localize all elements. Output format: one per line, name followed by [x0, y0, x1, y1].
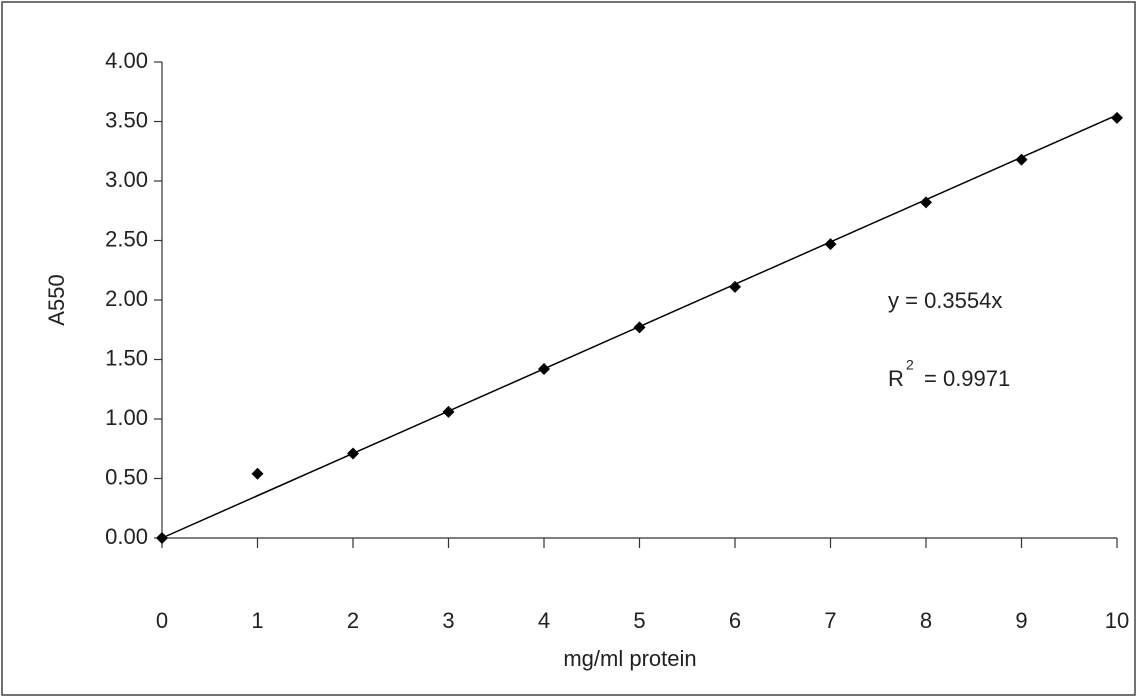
y-tick-label: 1.00: [105, 405, 148, 430]
x-tick-label: 9: [1015, 608, 1027, 633]
x-tick-label: 6: [729, 608, 741, 633]
x-tick-label: 8: [920, 608, 932, 633]
r-squared-sup: 2: [906, 357, 914, 373]
chart-frame: [2, 2, 1135, 695]
y-axis-label: A550: [44, 274, 69, 325]
y-tick-label: 3.00: [105, 167, 148, 192]
y-tick-label: 4.00: [105, 48, 148, 73]
x-tick-label: 10: [1105, 608, 1129, 633]
y-tick-label: 2.00: [105, 286, 148, 311]
trend-equation: y = 0.3554x: [888, 288, 1002, 313]
x-tick-label: 2: [347, 608, 359, 633]
x-tick-label: 3: [442, 608, 454, 633]
x-tick-label: 1: [251, 608, 263, 633]
r-squared-base: R: [888, 366, 904, 391]
y-tick-label: 0.00: [105, 524, 148, 549]
x-tick-label: 5: [633, 608, 645, 633]
x-tick-label: 4: [538, 608, 550, 633]
x-axis-label: mg/ml protein: [563, 646, 696, 671]
r-squared-value: = 0.9971: [924, 366, 1010, 391]
y-tick-label: 1.50: [105, 345, 148, 370]
y-tick-label: 3.50: [105, 107, 148, 132]
y-tick-label: 2.50: [105, 226, 148, 251]
chart: mg/ml protein A550 y = 0.3554x R 2 = 0.9…: [0, 0, 1138, 698]
x-tick-label: 0: [156, 608, 168, 633]
y-tick-label: 0.50: [105, 464, 148, 489]
x-tick-label: 7: [824, 608, 836, 633]
